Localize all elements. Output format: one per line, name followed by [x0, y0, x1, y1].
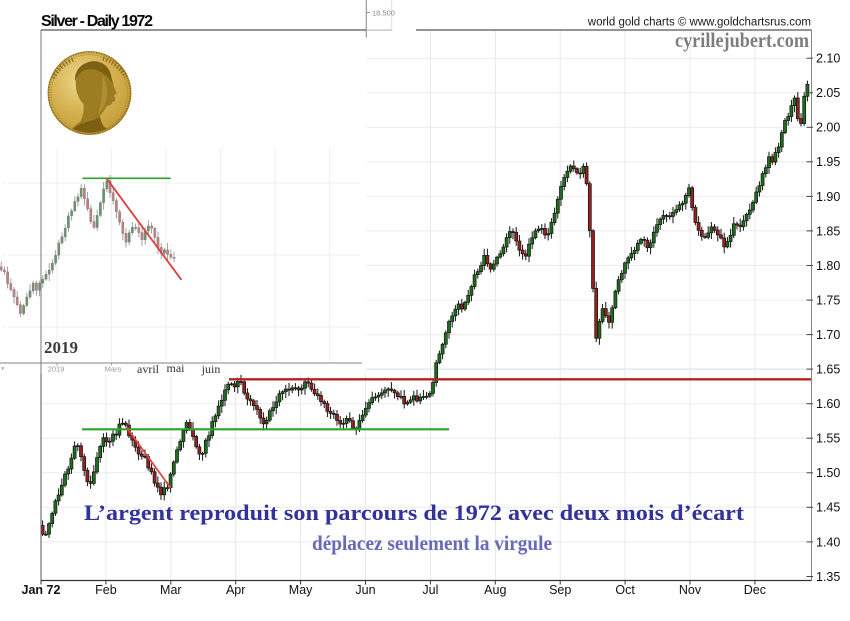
svg-text:18.500: 18.500 [372, 9, 395, 18]
svg-text:1.45: 1.45 [816, 501, 840, 515]
svg-text:déplacez seulement la virgule: déplacez seulement la virgule [312, 531, 552, 555]
svg-text:Silver - Daily 1972: Silver - Daily 1972 [41, 13, 153, 30]
svg-text:Nov: Nov [679, 583, 702, 597]
svg-text:Mar: Mar [160, 583, 182, 597]
svg-text:1.75: 1.75 [816, 294, 840, 308]
svg-text:cyrillejubert.com: cyrillejubert.com [675, 28, 809, 52]
svg-text:Aug: Aug [484, 583, 506, 597]
svg-text:1.85: 1.85 [816, 224, 840, 238]
svg-text:mai: mai [167, 361, 186, 375]
svg-text:Dec: Dec [744, 583, 766, 597]
svg-text:Jan 72: Jan 72 [22, 583, 61, 597]
svg-text:Feb: Feb [95, 583, 117, 597]
svg-text:2.10: 2.10 [816, 52, 840, 66]
svg-text:2.05: 2.05 [816, 86, 840, 100]
svg-text:▾: ▾ [1, 366, 5, 373]
svg-text:Sep: Sep [549, 583, 571, 597]
svg-text:May: May [289, 583, 313, 597]
svg-text:2019: 2019 [44, 338, 78, 357]
svg-text:Apr: Apr [226, 583, 245, 597]
svg-text:1.95: 1.95 [816, 155, 840, 169]
svg-text:2.00: 2.00 [816, 121, 840, 135]
svg-text:1.65: 1.65 [816, 363, 840, 377]
svg-text:1.70: 1.70 [816, 328, 840, 342]
svg-text:Oct: Oct [615, 583, 635, 597]
svg-text:1.40: 1.40 [816, 535, 840, 549]
svg-text:1.55: 1.55 [816, 432, 840, 446]
svg-text:avril: avril [137, 362, 160, 376]
svg-text:Jul: Jul [422, 583, 438, 597]
svg-text:2019: 2019 [48, 365, 65, 374]
svg-text:juin: juin [201, 362, 221, 376]
svg-text:world gold charts © www.goldch: world gold charts © www.goldchartsrus.co… [587, 17, 811, 29]
svg-text:1.90: 1.90 [816, 190, 840, 204]
svg-text:1.50: 1.50 [816, 466, 840, 480]
svg-text:Mars: Mars [105, 365, 122, 374]
svg-text:L’argent reproduit son parcour: L’argent reproduit son parcours de 1972 … [84, 500, 745, 525]
svg-text:1.35: 1.35 [816, 570, 840, 584]
svg-text:1.60: 1.60 [816, 397, 840, 411]
svg-text:Jun: Jun [355, 583, 375, 597]
svg-text:1.80: 1.80 [816, 259, 840, 273]
